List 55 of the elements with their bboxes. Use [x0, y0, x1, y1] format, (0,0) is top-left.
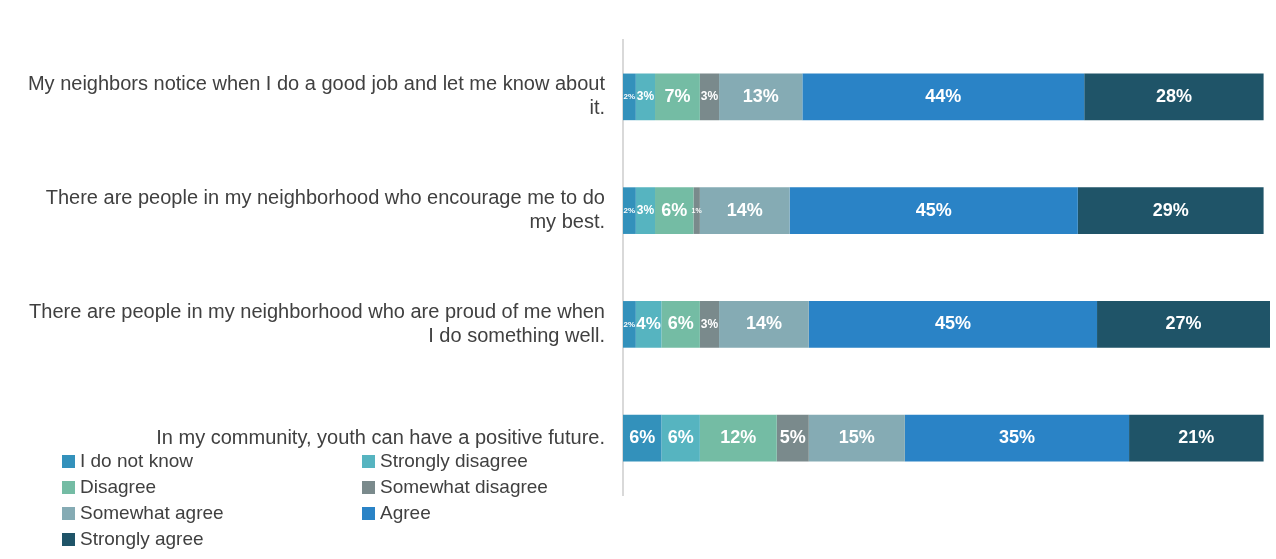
data-label: 15% [838, 427, 875, 448]
bar [1129, 414, 1264, 462]
y-tick-label: My neighbors notice when I do a good job and let me know about it. [27, 72, 606, 119]
bar [808, 414, 905, 462]
legend-label: Somewhat disagree [380, 476, 548, 498]
bar [623, 301, 636, 348]
bar [719, 301, 809, 348]
bar [693, 187, 700, 234]
data-label: 14% [745, 313, 782, 334]
data-label: 3% [636, 89, 655, 104]
data-label: 3% [700, 89, 719, 104]
data-label: 27% [1165, 313, 1202, 334]
data-label: 6% [661, 199, 688, 220]
data-label: 35% [998, 427, 1035, 448]
data-label: 6% [629, 427, 656, 448]
data-label: 5% [779, 427, 806, 448]
data-label: 13% [742, 85, 779, 106]
bar [623, 73, 636, 121]
data-label: 2% [623, 92, 636, 102]
bar [1097, 301, 1270, 348]
bar [802, 73, 1085, 121]
y-tick-label: In my community, youth can have a positive future. [156, 425, 605, 448]
data-label: 3% [700, 316, 719, 331]
data-label: 7% [664, 85, 691, 106]
data-label: 2% [623, 205, 636, 215]
bar [719, 73, 803, 121]
legend-label: Strongly agree [80, 528, 204, 550]
data-label: 29% [1152, 199, 1189, 220]
y-tick-label: There are people in my neighborhood who are proud of me when I do something well. [29, 299, 605, 346]
data-label: 28% [1155, 85, 1192, 106]
legend-label: Agree [380, 502, 431, 524]
data-label: 45% [915, 199, 952, 220]
legend-label: Somewhat agree [80, 502, 224, 524]
data-label: 4% [636, 314, 661, 334]
bar [808, 301, 1098, 348]
data-label: 6% [667, 427, 694, 448]
legend-label: I do not know [80, 450, 194, 472]
y-tick-label: There are people in my neighborhood who encourage me to do my best. [45, 186, 605, 233]
legend-label: Disagree [80, 476, 157, 498]
data-label: 12% [720, 427, 757, 448]
legend-label: Strongly disagree [380, 450, 528, 472]
data-label: 44% [925, 85, 962, 106]
bar [1084, 73, 1264, 121]
data-label: 45% [934, 313, 971, 334]
bar [904, 414, 1130, 462]
bar [1077, 187, 1264, 234]
bar [699, 414, 777, 462]
bar [623, 187, 636, 234]
data-label: 6% [667, 313, 694, 334]
data-label: 3% [636, 202, 655, 217]
data-label: 14% [726, 199, 763, 220]
data-label: 21% [1178, 427, 1215, 448]
bar [789, 187, 1078, 234]
bar [655, 73, 700, 121]
data-label: 2% [623, 319, 636, 329]
